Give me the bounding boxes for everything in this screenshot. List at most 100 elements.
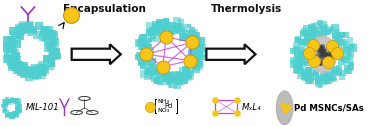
Point — [8, 116, 14, 118]
Point — [2, 100, 8, 102]
Text: Pd MSNCs/SAs: Pd MSNCs/SAs — [294, 103, 364, 112]
Point — [39, 64, 45, 66]
Point — [33, 72, 39, 74]
Point — [176, 80, 182, 82]
Point — [320, 24, 326, 26]
Point — [299, 33, 305, 35]
Point — [297, 69, 304, 71]
Point — [167, 75, 173, 77]
Point — [317, 62, 323, 64]
Point — [43, 34, 50, 36]
Point — [3, 113, 9, 115]
Point — [14, 114, 20, 116]
Point — [20, 74, 26, 76]
Point — [152, 69, 158, 71]
Point — [319, 53, 325, 55]
Point — [197, 46, 203, 48]
Point — [4, 39, 10, 41]
Point — [345, 56, 351, 58]
Point — [179, 69, 185, 71]
Point — [145, 51, 151, 53]
Point — [166, 25, 172, 27]
Point — [167, 28, 173, 30]
Point — [156, 22, 162, 24]
Point — [143, 61, 149, 63]
Point — [187, 38, 194, 40]
Point — [2, 108, 8, 110]
Point — [191, 45, 197, 47]
Point — [335, 39, 341, 41]
Point — [9, 116, 15, 118]
Point — [28, 73, 34, 75]
Point — [317, 46, 323, 48]
Point — [308, 29, 314, 32]
Point — [192, 48, 198, 50]
Point — [318, 77, 324, 79]
Point — [19, 31, 25, 33]
Point — [299, 51, 305, 53]
Point — [343, 53, 349, 55]
Point — [154, 29, 160, 31]
Point — [180, 74, 186, 76]
Point — [179, 75, 185, 77]
Point — [17, 105, 23, 107]
Point — [157, 81, 163, 83]
Point — [323, 54, 329, 56]
Point — [322, 25, 328, 27]
Point — [6, 100, 12, 102]
Point — [322, 56, 328, 58]
Point — [31, 29, 37, 31]
Point — [185, 74, 191, 76]
Point — [166, 29, 172, 31]
Point — [26, 71, 33, 73]
Point — [321, 48, 327, 50]
Point — [12, 112, 18, 114]
Point — [5, 44, 11, 46]
Point — [193, 46, 199, 48]
Point — [11, 33, 17, 35]
Point — [181, 35, 187, 37]
Point — [167, 77, 173, 80]
Point — [321, 28, 327, 30]
Point — [191, 32, 197, 34]
Point — [14, 43, 20, 45]
Point — [319, 60, 325, 62]
Point — [314, 79, 321, 81]
Point — [317, 22, 323, 24]
Point — [136, 54, 142, 56]
Point — [154, 26, 160, 28]
Point — [139, 61, 145, 63]
Point — [155, 80, 161, 82]
Point — [316, 81, 322, 83]
Point — [315, 57, 321, 59]
Point — [44, 34, 50, 36]
Point — [187, 76, 193, 78]
Point — [189, 41, 195, 43]
Point — [140, 35, 146, 37]
Point — [4, 114, 10, 116]
Point — [334, 30, 340, 33]
Point — [197, 63, 203, 65]
Point — [304, 74, 310, 76]
Point — [40, 65, 46, 67]
Point — [4, 58, 10, 60]
Point — [29, 71, 36, 73]
Point — [153, 70, 159, 72]
Point — [196, 64, 202, 66]
Point — [12, 52, 18, 54]
Point — [49, 33, 55, 35]
Point — [318, 54, 324, 56]
Point — [322, 73, 328, 75]
Point — [175, 78, 181, 80]
Point — [32, 71, 38, 73]
Point — [23, 24, 29, 26]
Point — [42, 32, 48, 34]
Point — [189, 44, 195, 46]
Point — [169, 25, 175, 27]
Point — [50, 35, 56, 37]
Point — [332, 78, 338, 80]
Point — [285, 106, 291, 108]
Point — [293, 65, 299, 67]
Point — [169, 73, 175, 75]
Point — [294, 39, 300, 41]
